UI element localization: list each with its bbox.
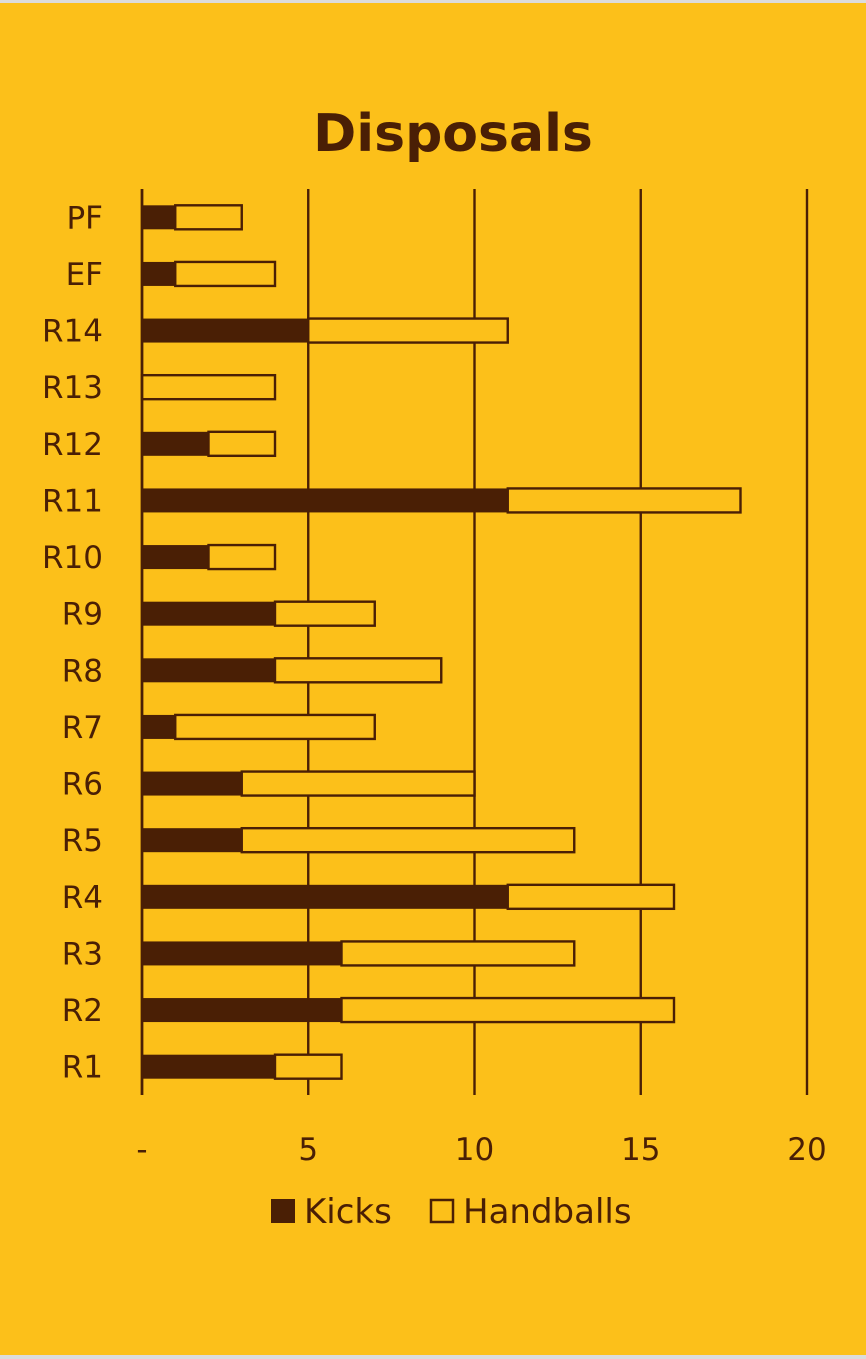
y-tick-r3: R3 [62, 936, 103, 972]
y-tick-r12: R12 [42, 427, 103, 463]
disposals-chart: Disposals PF EF R14 R13 R12 R11 R10 R9 R8 R7 R6 R5 R… [42, 104, 827, 1232]
bar-kicks-r10 [142, 545, 209, 570]
bar-handballs-r5 [240, 826, 576, 854]
legend: Kicks Handballs [271, 1192, 632, 1232]
bar-handballs-r3 [340, 940, 576, 967]
bar-handballs-r1 [273, 1053, 343, 1080]
y-tick-ef: EF [66, 257, 103, 293]
bar-kicks-r3 [142, 941, 342, 966]
legend-swatch-handballs [429, 1198, 455, 1224]
bar-handballs-r7 [174, 713, 376, 741]
y-tick-r14: R14 [42, 314, 103, 350]
bars [140, 189, 742, 1095]
y-tick-r1: R1 [62, 1050, 103, 1086]
legend-swatch-kicks [271, 1199, 295, 1223]
bar-kicks-r9 [142, 601, 275, 626]
x-tick-0: - [136, 1132, 147, 1168]
y-tick-pf: PF [66, 200, 103, 236]
bar-kicks-r7 [142, 714, 176, 739]
bar-handballs-r13 [140, 373, 277, 401]
bar-kicks-r4 [142, 884, 508, 909]
bar-handballs-r10 [207, 543, 277, 571]
legend-label-handballs: Handballs [463, 1192, 632, 1232]
y-tick-r9: R9 [62, 597, 103, 633]
bar-handballs-r4 [506, 883, 676, 911]
bar-handballs-r9 [273, 600, 376, 627]
legend-label-kicks: Kicks [304, 1192, 392, 1232]
bar-handballs-r8 [273, 657, 443, 684]
y-tick-r5: R5 [62, 823, 103, 859]
bar-kicks-r12 [142, 431, 209, 456]
x-tick-labels: - 5 10 15 20 [136, 1132, 826, 1168]
x-tick-20: 20 [787, 1132, 826, 1168]
bar-handballs-r12 [207, 430, 277, 458]
y-tick-r10: R10 [42, 540, 103, 576]
bar-handballs-r2 [340, 996, 676, 1024]
y-tick-labels: PF EF R14 R13 R12 R11 R10 R9 R8 R7 R6 R5 R4 R3 R2 R1 [42, 200, 103, 1085]
bar-kicks-r14 [142, 318, 309, 343]
y-tick-r4: R4 [62, 880, 103, 916]
bar-kicks-r8 [142, 658, 275, 683]
y-tick-r13: R13 [42, 370, 103, 406]
bar-kicks-pf [142, 205, 176, 230]
chart-title: Disposals [313, 104, 593, 164]
y-tick-r7: R7 [62, 710, 103, 746]
bar-kicks-ef [142, 261, 176, 286]
x-tick-10: 10 [455, 1132, 494, 1168]
bar-kicks-r11 [142, 488, 508, 513]
bar-kicks-r1 [142, 1054, 275, 1079]
x-tick-15: 15 [621, 1132, 660, 1168]
bar-handballs-r6 [240, 770, 476, 797]
y-tick-r2: R2 [62, 993, 103, 1029]
bar-handballs-r11 [506, 487, 742, 514]
y-tick-r6: R6 [62, 767, 103, 803]
bar-kicks-r2 [142, 998, 342, 1023]
bar-handballs-ef [174, 260, 277, 288]
bar-kicks-r6 [142, 771, 242, 796]
bar-handballs-pf [174, 204, 243, 231]
y-tick-r11: R11 [42, 483, 103, 519]
y-tick-r8: R8 [62, 653, 103, 689]
chart-frame: Disposals PF EF R14 R13 R12 R11 R10 R9 R8 R7 R6 R5 R… [0, 3, 866, 1355]
bar-kicks-r5 [142, 828, 242, 853]
x-tick-5: 5 [298, 1132, 318, 1168]
bar-handballs-r14 [307, 317, 509, 344]
